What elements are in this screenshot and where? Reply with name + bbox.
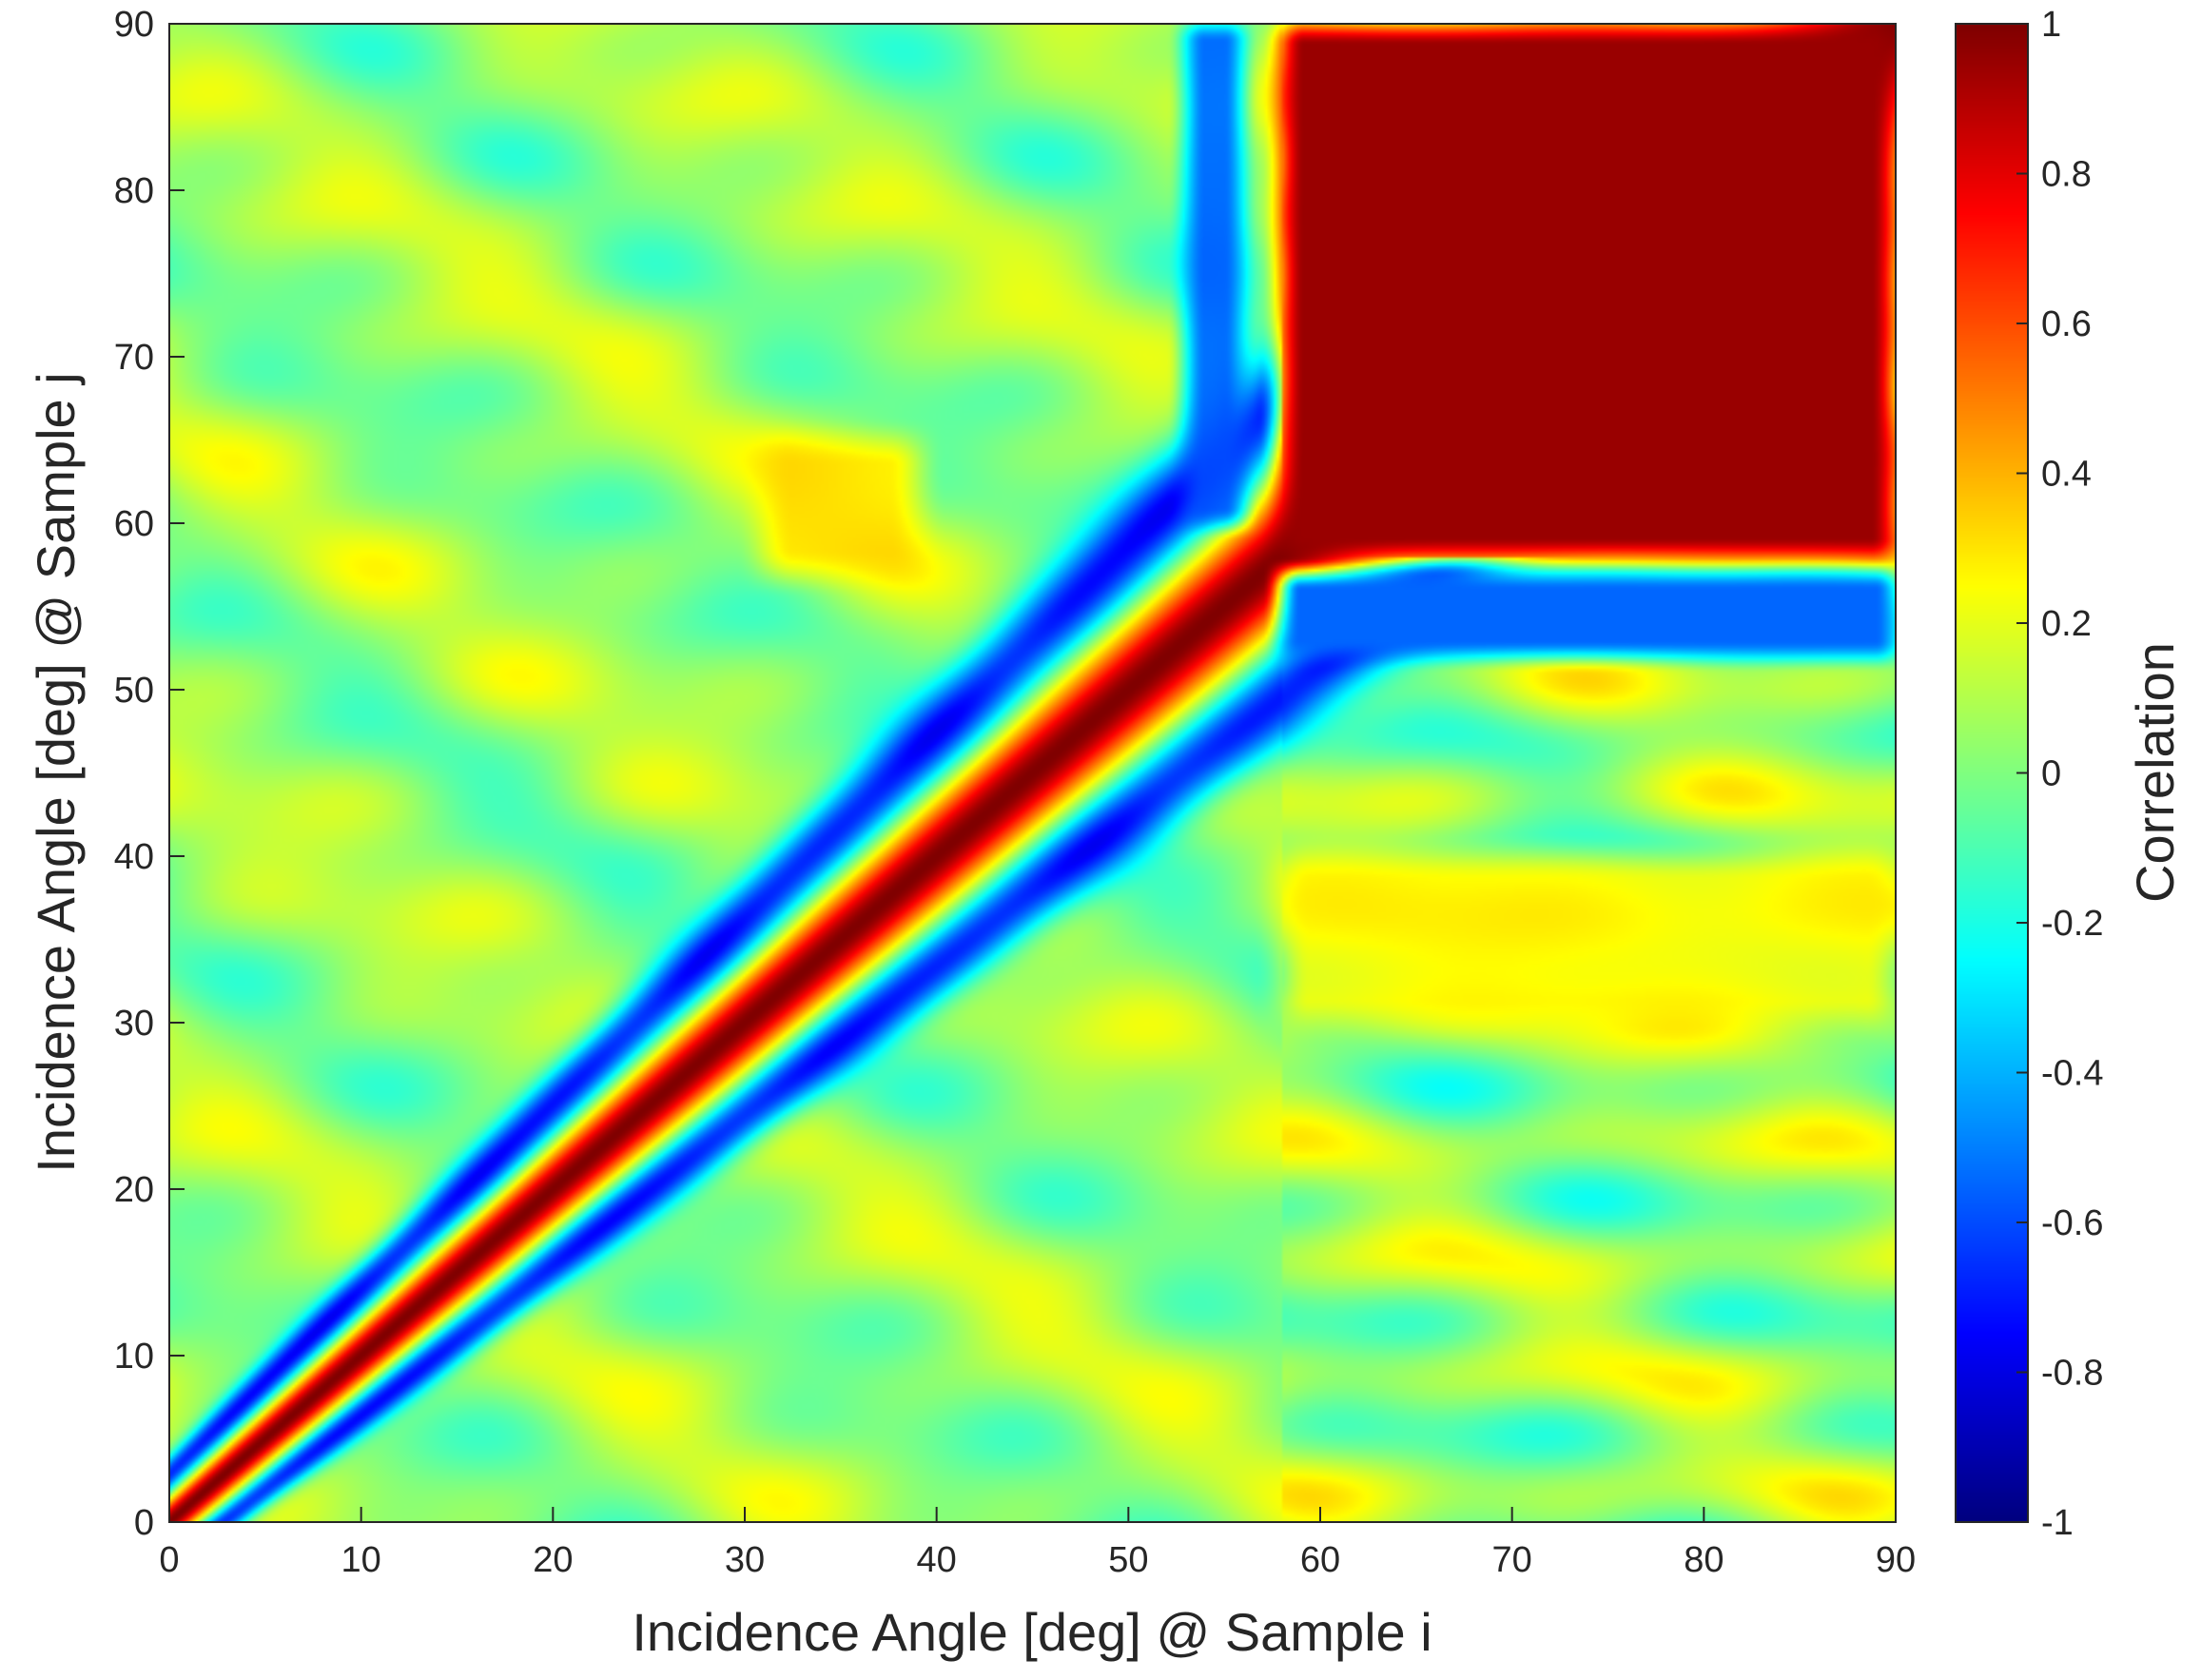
y-tick-label: 0 bbox=[134, 1503, 154, 1543]
y-tick-label: 70 bbox=[114, 338, 154, 378]
colorbar-ticks: -1 -0.8 -0.6 -0.4 -0.2 0 0.2 0.4 0.6 0.8 1 bbox=[2016, 5, 2103, 1543]
y-tick-label: 60 bbox=[114, 504, 154, 544]
colorbar-tick-label: -1 bbox=[2041, 1503, 2074, 1543]
colorbar-tick-label: 0.6 bbox=[2041, 304, 2092, 344]
x-tick-label: 30 bbox=[725, 1540, 765, 1580]
colorbar-label: Correlation bbox=[2125, 642, 2185, 903]
x-tick-label: 20 bbox=[533, 1540, 573, 1580]
y-tick-label: 90 bbox=[114, 5, 154, 45]
x-tick-label: 70 bbox=[1492, 1540, 1532, 1580]
colorbar-tick-label: 0.2 bbox=[2041, 604, 2092, 644]
x-tick-label: 40 bbox=[917, 1540, 957, 1580]
y-tick-label: 80 bbox=[114, 171, 154, 211]
colorbar-tick-label: 1 bbox=[2041, 5, 2061, 45]
y-axis-ticks: 0 10 20 30 40 50 60 70 80 90 bbox=[114, 5, 185, 1543]
colorbar-tick-label: -0.8 bbox=[2041, 1354, 2103, 1394]
y-tick-label: 30 bbox=[114, 1004, 154, 1044]
y-tick-label: 50 bbox=[114, 671, 154, 711]
x-tick-label: 90 bbox=[1876, 1540, 1916, 1580]
x-tick-label: 60 bbox=[1300, 1540, 1340, 1580]
colorbar-tick-label: -0.2 bbox=[2041, 904, 2103, 944]
y-tick-label: 10 bbox=[114, 1337, 154, 1377]
y-axis-label: Incidence Angle [deg] @ Sample j bbox=[26, 372, 86, 1172]
colorbar-tick-label: -0.4 bbox=[2041, 1054, 2103, 1094]
y-tick-label: 20 bbox=[114, 1170, 154, 1210]
colorbar bbox=[1956, 24, 2028, 1522]
x-axis-ticks: 0 10 20 30 40 50 60 70 80 90 bbox=[159, 1507, 1916, 1580]
x-tick-label: 50 bbox=[1108, 1540, 1148, 1580]
y-tick-label: 40 bbox=[114, 837, 154, 877]
plot-frame bbox=[168, 23, 1897, 1523]
x-tick-label: 80 bbox=[1684, 1540, 1724, 1580]
colorbar-tick-label: -0.6 bbox=[2041, 1203, 2103, 1243]
x-tick-label: 10 bbox=[341, 1540, 381, 1580]
colorbar-tick-label: 0.8 bbox=[2041, 155, 2092, 195]
x-axis-label: Incidence Angle [deg] @ Sample i bbox=[632, 1602, 1432, 1662]
x-tick-label: 0 bbox=[159, 1540, 179, 1580]
colorbar-tick-label: 0 bbox=[2041, 754, 2061, 794]
heatmap-plot-area bbox=[169, 24, 1896, 1522]
colorbar-tick-label: 0.4 bbox=[2041, 455, 2092, 495]
